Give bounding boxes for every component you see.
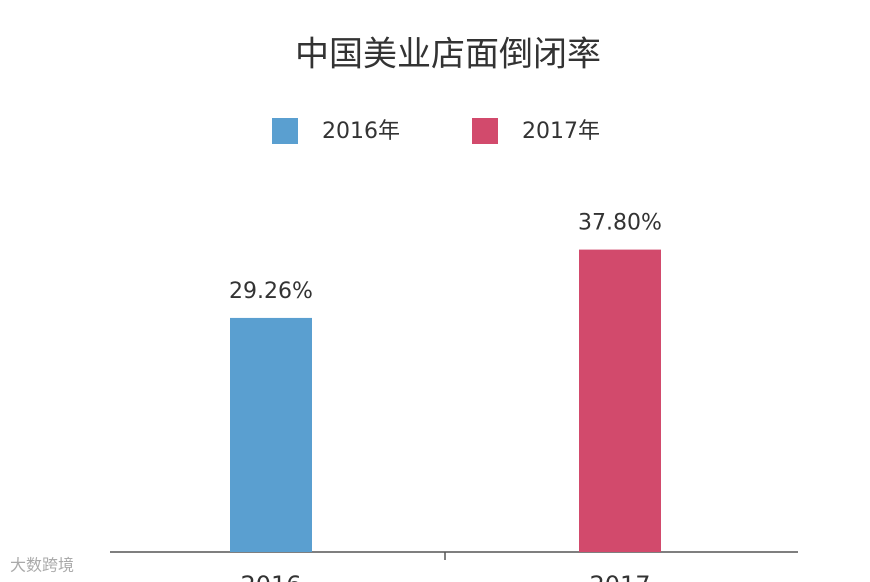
value-label: 37.80% <box>578 211 662 236</box>
legend-label: 2016年 <box>322 119 400 144</box>
legend: 2016年 2017年 <box>272 118 600 144</box>
x-tick-label: 2017 <box>589 571 650 582</box>
value-label: 29.26% <box>229 279 313 304</box>
legend-swatch <box>272 118 298 144</box>
chart-title: 中国美业店面倒闭率 <box>295 35 601 75</box>
watermark: 大数跨境 <box>10 556 74 575</box>
legend-swatch <box>472 118 498 144</box>
bar <box>579 249 661 552</box>
legend-label: 2017年 <box>522 119 600 144</box>
x-tick-label: 2016 <box>240 571 301 582</box>
bar <box>230 317 312 552</box>
